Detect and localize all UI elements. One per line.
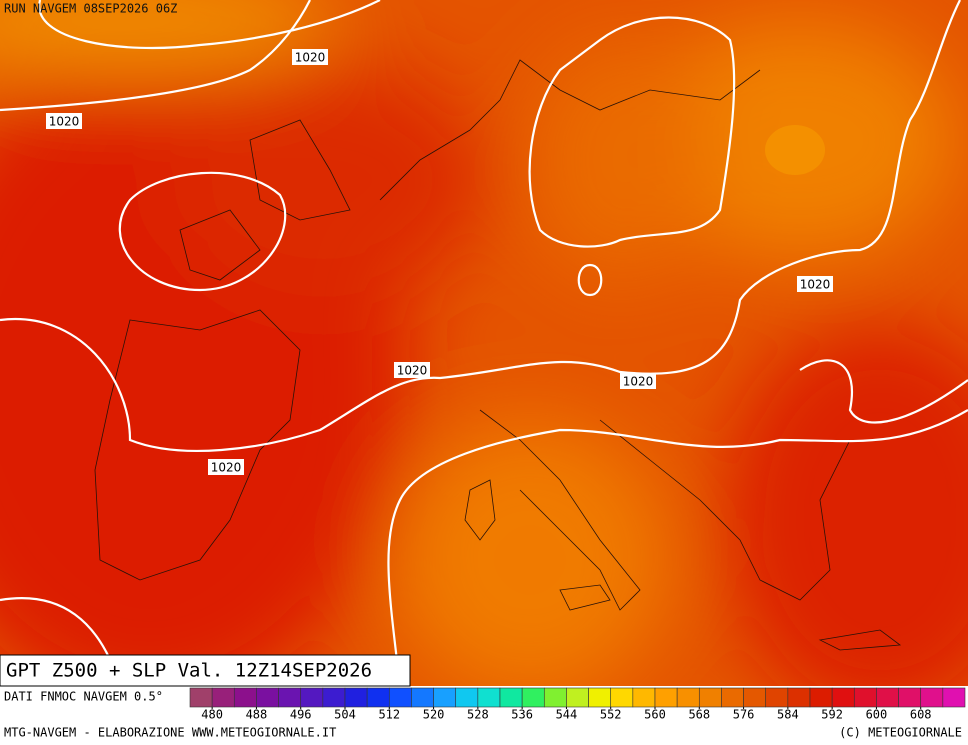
isobar-label: 1020	[397, 364, 428, 378]
colorbar-swatch	[366, 687, 390, 708]
colorbar-tick-label: 480	[201, 708, 223, 722]
isobars	[0, 0, 968, 686]
colorbar-tick-label: 608	[910, 708, 932, 722]
colorbar-swatch	[344, 687, 368, 708]
colorbar-swatch	[942, 687, 966, 708]
colorbar-swatch	[499, 687, 523, 708]
colorbar-tick-label: 592	[821, 708, 843, 722]
isobar-label: 1020	[623, 375, 654, 389]
colorbar-swatch	[588, 687, 612, 708]
colorbar-swatch	[388, 687, 412, 708]
isobar-labels: 1020 1020 1020 1020 1020 1020	[46, 49, 833, 475]
colorbar-swatch	[278, 687, 302, 708]
isobar-label-bg	[208, 459, 244, 475]
colorbar-swatch	[300, 687, 324, 708]
isobar-label: 1020	[211, 461, 242, 475]
colorbar-swatch	[831, 687, 855, 708]
map: 1020 1020 1020 1020 1020 1020 RUN NAVGEM 08SE…	[0, 0, 968, 686]
isobar-label-bg	[46, 113, 82, 129]
field-max	[765, 125, 825, 175]
source-label: DATI FNMOC NAVGEM 0.5°	[4, 690, 163, 704]
colorbar-swatch	[211, 687, 235, 708]
colorbar-swatch	[809, 687, 833, 708]
coastlines	[94, 59, 902, 651]
isobar-label-bg	[292, 49, 328, 65]
colorbar-tick-label: 504	[334, 708, 356, 722]
colorbar-swatch	[411, 687, 434, 708]
colorbar-tick-label: 584	[777, 708, 799, 722]
colorbar-swatch	[189, 687, 213, 708]
footer-title: GPT Z500 + SLP Val. 12Z14SEP2026	[6, 660, 372, 682]
colorbar-tick-label: 512	[378, 708, 400, 722]
colorbar-tick-label: 488	[246, 708, 268, 722]
colorbar-swatch	[521, 687, 545, 708]
colorbar-swatch	[256, 687, 279, 708]
isobar-label: 1020	[49, 115, 80, 129]
colorbar-swatch	[876, 687, 899, 708]
colorbar-swatch	[543, 687, 567, 708]
isobar-label-bg	[394, 362, 430, 378]
colorbar-swatch	[920, 687, 944, 708]
colorbar-swatch	[676, 687, 700, 708]
colorbar-tick-label: 536	[511, 708, 533, 722]
colorbar-swatch	[566, 687, 589, 708]
colorbar-tick-label: 600	[866, 708, 888, 722]
run-label: RUN NAVGEM 08SEP2026 06Z	[4, 2, 177, 16]
isobar-label-bg	[797, 276, 833, 292]
colorbar-swatch	[610, 687, 634, 708]
isobar-label: 1020	[295, 51, 326, 65]
colorbar-tick-label: 528	[467, 708, 489, 722]
colorbar-tick-label: 544	[556, 708, 578, 722]
height-field	[0, 0, 968, 686]
colorbar-swatch	[455, 687, 479, 708]
colorbar-tick-label: 576	[733, 708, 755, 722]
credits-right: (C) METEOGIORNALE	[839, 726, 962, 740]
colorbar-swatch	[853, 687, 877, 708]
credits-left: MTG-NAVGEM - ELABORAZIONE WWW.METEOGIORN…	[4, 726, 336, 740]
colorbar-swatch	[787, 687, 811, 708]
colorbar-swatch	[233, 687, 257, 708]
colorbar-swatch	[698, 687, 722, 708]
colorbar-tick-label: 560	[644, 708, 666, 722]
colorbar-tick-label: 520	[423, 708, 445, 722]
colorbar-swatch	[433, 687, 457, 708]
colorbar-tick-label: 568	[688, 708, 710, 722]
colorbar-swatch	[898, 687, 922, 708]
colorbar: 480 488 496 504 512 520 528 536 544 552 560 568 576 5…	[189, 687, 966, 722]
colorbar-swatch	[654, 687, 678, 708]
colorbar-swatch	[765, 687, 789, 708]
colorbar-swatch	[743, 687, 767, 708]
colorbar-swatch	[721, 687, 744, 708]
colorbar-tick-label: 552	[600, 708, 622, 722]
colorbar-swatch	[477, 687, 501, 708]
title-box	[0, 654, 411, 687]
isobar-label: 1020	[800, 278, 831, 292]
colorbar-swatch	[632, 687, 656, 708]
colorbar-swatch	[322, 687, 346, 708]
isobar-label-bg	[620, 373, 656, 389]
colorbar-tick-label: 496	[290, 708, 312, 722]
